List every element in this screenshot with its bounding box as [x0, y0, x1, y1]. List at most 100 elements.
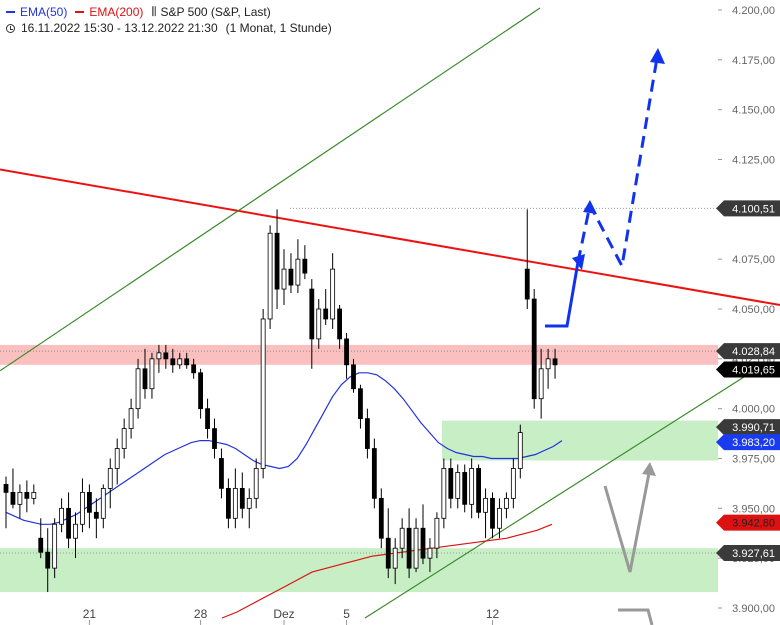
- badge-shape: [716, 514, 780, 531]
- candle[interactable]: [399, 518, 405, 559]
- candle[interactable]: [45, 528, 51, 593]
- candle[interactable]: [246, 488, 252, 529]
- candle[interactable]: [476, 464, 482, 519]
- candle[interactable]: [260, 309, 266, 479]
- badge-ema200[interactable]: 3.942,80: [716, 514, 780, 531]
- candle[interactable]: [156, 344, 162, 373]
- candle[interactable]: [59, 498, 64, 533]
- candle[interactable]: [531, 289, 537, 409]
- candle[interactable]: [364, 408, 370, 459]
- candle[interactable]: [184, 352, 190, 369]
- candle[interactable]: [323, 289, 329, 325]
- candle[interactable]: [80, 478, 85, 533]
- candle-body: [434, 517, 440, 549]
- candle[interactable]: [517, 424, 523, 479]
- candle[interactable]: [441, 458, 447, 529]
- candle-body: [163, 352, 169, 360]
- legend-instrument[interactable]: ⫼ S&P 500 (S&P, Last): [151, 4, 270, 20]
- candle[interactable]: [462, 464, 468, 513]
- candle[interactable]: [205, 398, 210, 439]
- candle[interactable]: [142, 348, 148, 399]
- candle[interactable]: [281, 249, 287, 306]
- candle[interactable]: [545, 348, 551, 389]
- candle[interactable]: [434, 512, 440, 559]
- candle[interactable]: [392, 538, 398, 585]
- candle[interactable]: [302, 245, 308, 280]
- candle[interactable]: [149, 352, 155, 399]
- candle[interactable]: [316, 299, 322, 349]
- candle[interactable]: [448, 458, 454, 509]
- candle[interactable]: [427, 538, 433, 573]
- candle[interactable]: [177, 352, 183, 369]
- candle[interactable]: [38, 518, 44, 559]
- candle[interactable]: [163, 344, 169, 369]
- badge-last-price[interactable]: 4.019,65: [716, 361, 780, 378]
- candle[interactable]: [52, 518, 58, 579]
- candle-body: [170, 358, 176, 366]
- candle[interactable]: [288, 253, 294, 294]
- candle[interactable]: [170, 348, 176, 373]
- candle[interactable]: [510, 458, 516, 509]
- candle-body: [462, 472, 468, 505]
- candle[interactable]: [73, 512, 78, 559]
- candle[interactable]: [420, 504, 426, 565]
- badge-support-level[interactable]: 3.990,71: [716, 419, 780, 436]
- candle[interactable]: [378, 488, 384, 549]
- candle[interactable]: [503, 492, 509, 519]
- badge-zone-low[interactable]: 3.927,61: [716, 544, 780, 561]
- candle[interactable]: [295, 239, 301, 294]
- legend-ema200[interactable]: EMA(200): [75, 4, 143, 20]
- candle[interactable]: [87, 484, 92, 529]
- candle-body: [413, 527, 419, 569]
- candle[interactable]: [351, 358, 356, 393]
- candle[interactable]: [114, 438, 120, 485]
- candle[interactable]: [469, 458, 475, 519]
- candle[interactable]: [552, 348, 558, 379]
- candle[interactable]: [100, 484, 106, 529]
- badge-zone-top[interactable]: 4.028,84: [716, 343, 780, 360]
- candle[interactable]: [191, 358, 197, 379]
- candle[interactable]: [330, 253, 336, 329]
- candle[interactable]: [371, 438, 377, 509]
- candle[interactable]: [358, 384, 363, 429]
- candle[interactable]: [406, 508, 412, 579]
- candle[interactable]: [413, 518, 419, 573]
- y-tick-label: 4.000,00: [732, 404, 775, 416]
- candle[interactable]: [198, 368, 204, 419]
- badge-high-marker[interactable]: 4.100,51: [716, 200, 780, 217]
- candle[interactable]: [225, 478, 231, 529]
- candle[interactable]: [253, 458, 259, 509]
- candle[interactable]: [219, 448, 224, 499]
- candle[interactable]: [337, 305, 343, 349]
- candle[interactable]: [385, 508, 391, 579]
- badge-label: 3.942,80: [732, 518, 775, 530]
- candle[interactable]: [17, 484, 23, 519]
- candle[interactable]: [455, 464, 461, 509]
- candle[interactable]: [309, 279, 315, 369]
- candle[interactable]: [121, 418, 127, 459]
- candle[interactable]: [344, 332, 349, 379]
- candle[interactable]: [239, 472, 245, 519]
- candle[interactable]: [497, 498, 502, 539]
- candle[interactable]: [93, 498, 99, 539]
- candle[interactable]: [274, 209, 280, 309]
- candle[interactable]: [3, 476, 9, 529]
- legend-ema50[interactable]: EMA(50): [6, 4, 67, 20]
- candle[interactable]: [66, 492, 71, 549]
- candle[interactable]: [524, 209, 530, 309]
- candle[interactable]: [212, 418, 217, 459]
- candle[interactable]: [232, 468, 238, 529]
- candle[interactable]: [135, 358, 141, 419]
- candle[interactable]: [107, 458, 113, 509]
- candle[interactable]: [10, 468, 16, 509]
- candle[interactable]: [267, 225, 273, 329]
- y-tick-label: 3.900,00: [732, 603, 775, 615]
- candle[interactable]: [490, 492, 495, 539]
- badge-ema50[interactable]: 3.983,20: [716, 434, 780, 451]
- candle[interactable]: [483, 488, 488, 539]
- candle[interactable]: [538, 348, 544, 419]
- candle[interactable]: [128, 398, 134, 439]
- candle[interactable]: [24, 480, 30, 513]
- candle[interactable]: [31, 484, 37, 505]
